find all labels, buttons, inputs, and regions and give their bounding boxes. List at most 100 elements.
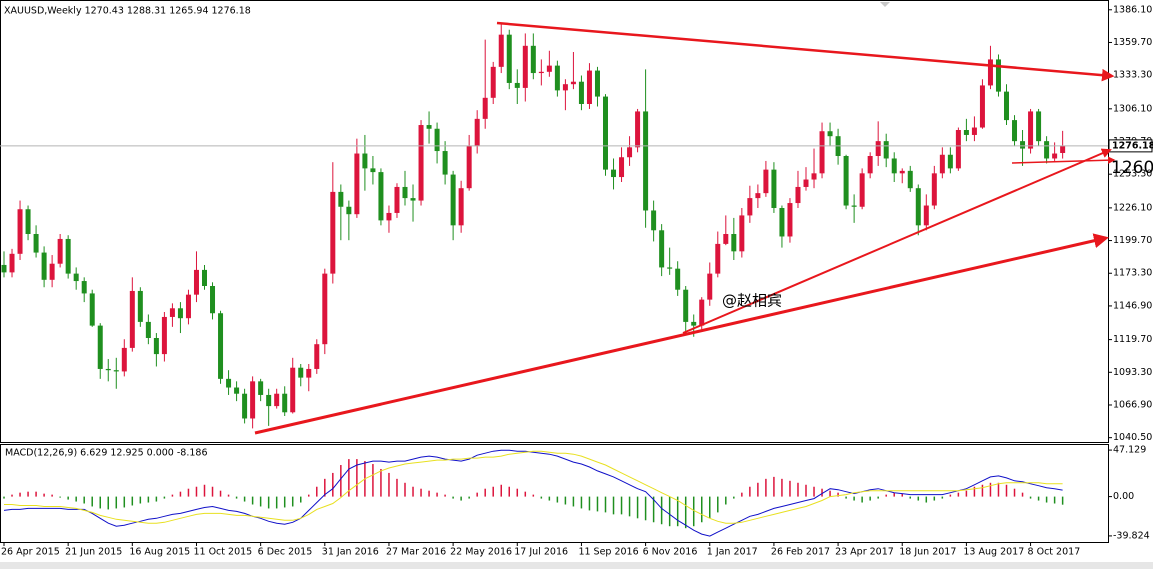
candle-body	[89, 293, 95, 326]
candle-body	[915, 188, 921, 226]
y-tick-label: -39.824	[1113, 530, 1150, 541]
candle-body	[105, 368, 111, 371]
candle-body	[859, 173, 865, 207]
candle-body	[635, 111, 641, 148]
candle-body	[17, 209, 23, 254]
candle-body	[498, 34, 504, 67]
candle-body	[177, 308, 183, 319]
candle-body	[787, 203, 793, 237]
candle-body	[779, 208, 785, 237]
macd-line	[4, 450, 1063, 524]
y-tick-label: 1040.50	[1113, 432, 1152, 443]
x-tick-label: 1 Jan 2017	[707, 547, 758, 558]
candle-body	[169, 308, 175, 317]
candle-body	[298, 367, 304, 378]
candle-body	[322, 273, 328, 345]
x-tick-label: 22 May 2016	[450, 547, 512, 558]
price-label-box	[1108, 139, 1153, 153]
candle-body	[41, 252, 47, 280]
candle-body	[667, 267, 673, 269]
candle-body	[386, 212, 392, 221]
candle-body	[418, 125, 424, 201]
candle-body	[851, 205, 857, 207]
candle-body	[931, 173, 937, 206]
candle-body	[755, 193, 761, 199]
candle-body	[442, 151, 448, 175]
candle-body	[891, 158, 897, 174]
candle-body	[33, 234, 39, 253]
candle-body	[218, 313, 224, 379]
y-tick-label: 1093.30	[1113, 367, 1152, 378]
candle-body	[723, 234, 729, 244]
candle-body	[947, 154, 953, 169]
x-tick-label: 27 Mar 2016	[386, 547, 446, 558]
candle-body	[1028, 111, 1034, 149]
candle-body	[987, 59, 993, 86]
candle-body	[554, 65, 560, 91]
candle-body	[434, 128, 440, 152]
candle-body	[330, 191, 336, 274]
candle-body	[1004, 91, 1009, 121]
candle-body	[795, 186, 801, 204]
candle-body	[378, 172, 384, 221]
candle-body	[474, 118, 480, 147]
candle-body	[97, 325, 103, 369]
candle-body	[49, 263, 55, 280]
candle-body	[739, 215, 745, 252]
candle-body	[1060, 145, 1066, 153]
candle-body	[370, 168, 376, 173]
candle-body	[161, 316, 167, 355]
candle-body	[570, 81, 576, 85]
macd-title: MACD(12,26,9) 6.629 12.925 0.000 -8.186	[5, 448, 208, 459]
y-tick-label: 1359.70	[1113, 37, 1152, 48]
x-tick-label: 8 Oct 2017	[1028, 547, 1081, 558]
candle-body	[619, 157, 625, 178]
candle-body	[121, 347, 127, 372]
candle-body	[883, 141, 889, 159]
candle-body	[410, 198, 416, 201]
candle-body	[81, 281, 87, 294]
candle-body	[458, 188, 464, 226]
candle-body	[651, 210, 657, 231]
candle-body	[707, 273, 713, 300]
candle-body	[643, 111, 649, 211]
trend-line	[1011, 156, 1116, 164]
candle-body	[65, 238, 71, 274]
candle-body	[450, 174, 456, 226]
candle-body	[562, 84, 568, 91]
candle-body	[627, 147, 633, 158]
y-tick-label: 1066.90	[1113, 399, 1152, 410]
candle-body	[314, 344, 320, 369]
x-tick-label: 13 Aug 2017	[963, 547, 1024, 558]
candle-body	[137, 290, 143, 322]
candle-body	[1052, 153, 1058, 159]
x-tick-label: 31 Jan 2016	[322, 547, 379, 558]
candle-body	[282, 393, 288, 413]
candle-body	[843, 156, 849, 206]
candle-body	[242, 393, 248, 419]
candle-body	[715, 243, 721, 274]
candle-body	[1020, 141, 1026, 149]
candle-body	[25, 209, 31, 234]
trend-line	[496, 21, 1115, 82]
candle-body	[113, 370, 119, 372]
candle-body	[747, 198, 753, 216]
candle-body	[129, 290, 135, 348]
candle-body	[827, 131, 833, 137]
y-tick-label: 0.00	[1113, 491, 1134, 502]
candle-body	[210, 286, 216, 314]
candle-body	[57, 238, 63, 264]
y-tick-label: 47.129	[1113, 445, 1146, 456]
candle-body	[955, 130, 961, 169]
candle-body	[995, 59, 1001, 92]
candle-body	[506, 34, 512, 83]
y-tick-label: 1146.90	[1113, 300, 1152, 311]
candle-body	[586, 70, 592, 104]
candle-body	[482, 97, 488, 119]
candle-body	[771, 169, 777, 208]
trend-line	[682, 148, 1112, 334]
candle-body	[546, 65, 552, 72]
candle-body	[1012, 120, 1018, 142]
